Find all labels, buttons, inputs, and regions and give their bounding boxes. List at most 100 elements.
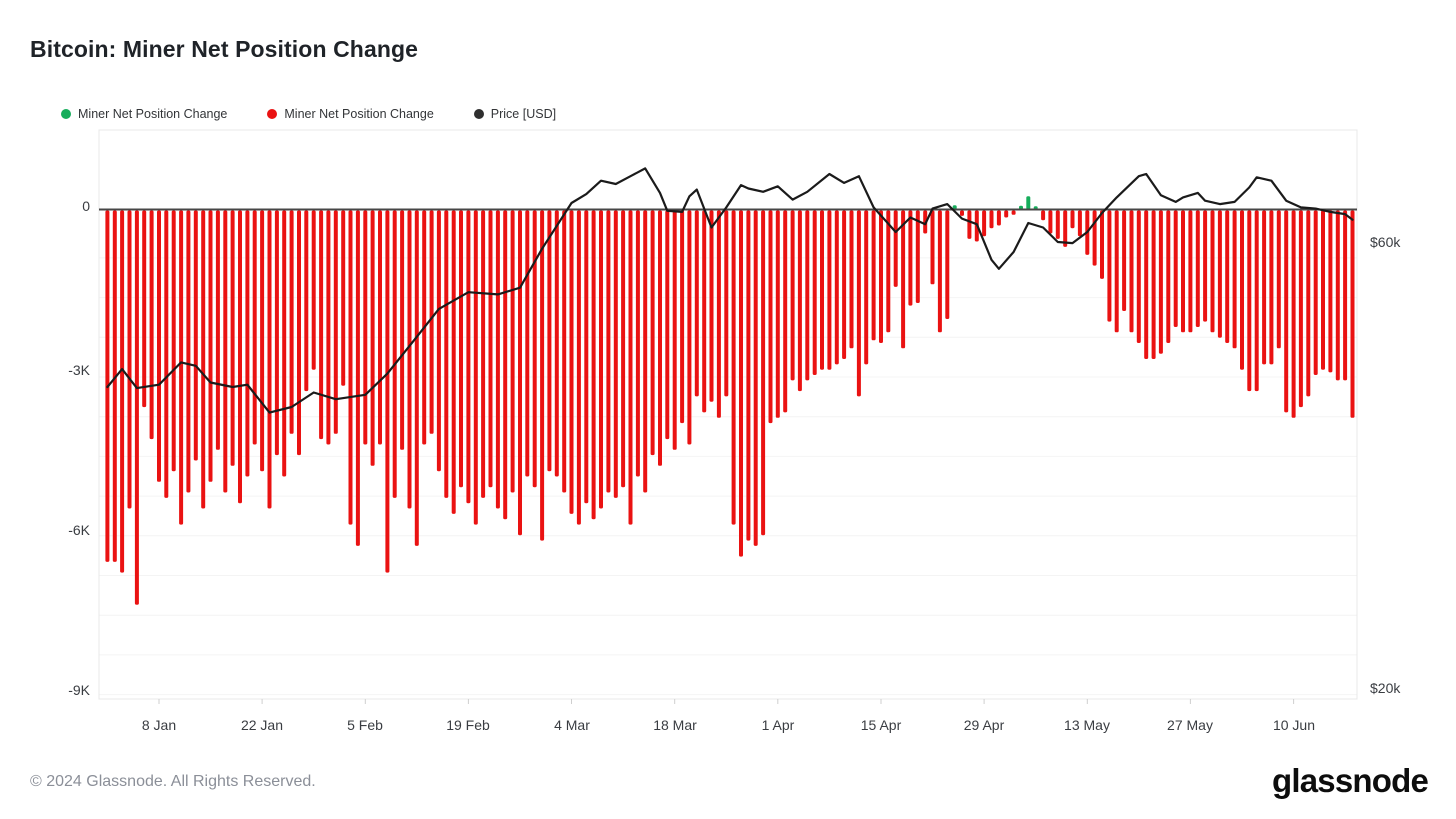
miner-net-position-bar <box>282 210 287 477</box>
miner-net-position-bar <box>525 210 530 477</box>
chart-canvas[interactable]: 0 -3K -6K -9K $60k $20k 8 Jan 22 Jan 5 Feb 19 Feb… <box>0 0 1456 760</box>
miner-net-position-bar <box>488 210 493 488</box>
miner-net-position-bar <box>1247 210 1252 392</box>
x-axis-tick-label: 10 Jun <box>1272 717 1316 733</box>
miner-net-position-bar <box>694 210 699 397</box>
miner-net-position-bar <box>540 210 545 541</box>
miner-net-position-bar <box>510 210 515 493</box>
legend-label: Price [USD] <box>490 107 557 121</box>
legend-item-miner-net-position-red[interactable]: Miner Net Position Change <box>267 107 434 121</box>
miner-net-position-bar <box>650 210 655 456</box>
miner-net-position-bar <box>989 210 994 229</box>
miner-net-position-bar <box>621 210 626 488</box>
miner-net-position-bar <box>1284 210 1289 413</box>
legend-item-miner-net-position-green[interactable]: Miner Net Position Change <box>61 107 227 121</box>
miner-net-position-bar <box>319 210 324 440</box>
miner-net-position-bar <box>436 210 441 472</box>
miner-net-position-bar <box>1321 210 1325 370</box>
miner-net-position-bar <box>378 210 382 445</box>
miner-net-position-bar <box>871 210 876 341</box>
miner-net-position-bar <box>901 210 906 349</box>
miner-net-position-chart[interactable] <box>0 0 1456 760</box>
miner-net-position-bar <box>1335 210 1340 381</box>
legend-item-price-usd[interactable]: Price [USD] <box>473 107 557 121</box>
miner-net-position-bar <box>1313 210 1318 375</box>
y-axis-right-tick-label: $60k <box>1370 234 1401 250</box>
red-series-dot-icon <box>267 109 278 119</box>
miner-net-position-bar <box>1136 210 1141 343</box>
miner-net-position-bar <box>466 210 471 504</box>
page-title: Bitcoin: Miner Net Position Change <box>30 36 419 62</box>
glassnode-logo: glassnode <box>1271 762 1429 799</box>
miner-net-position-bar <box>967 210 972 239</box>
miner-net-position-bar <box>459 210 463 488</box>
miner-net-position-bar <box>245 210 250 477</box>
miner-net-position-bar <box>856 210 861 397</box>
miner-net-position-bar <box>495 210 500 509</box>
miner-net-position-bar <box>1070 210 1075 229</box>
miner-net-position-bar <box>1041 210 1046 221</box>
miner-net-position-bar <box>392 210 397 498</box>
miner-net-position-bar <box>658 210 662 466</box>
miner-net-position-bar <box>562 210 567 493</box>
miner-net-position-bar <box>1195 210 1200 327</box>
miner-net-position-bar <box>1114 210 1119 333</box>
miner-net-position-bar <box>613 210 618 498</box>
miner-net-position-bar <box>363 210 368 445</box>
miner-net-position-bar <box>665 210 670 440</box>
miner-net-position-bar <box>915 210 920 303</box>
miner-net-position-bar <box>201 210 206 509</box>
x-axis-tick-label: 18 Mar <box>653 717 697 733</box>
miner-net-position-bar <box>260 210 265 472</box>
miner-net-position-bar <box>547 210 552 472</box>
miner-net-position-bar <box>753 210 758 546</box>
miner-net-position-bar <box>827 210 832 370</box>
miner-net-position-bar <box>554 210 559 477</box>
miner-net-position-bar <box>208 210 213 482</box>
x-axis-tick-label: 5 Feb <box>347 717 383 733</box>
miner-net-position-bar <box>945 210 950 319</box>
y-axis-left-tick-label: -9K <box>68 682 90 699</box>
miner-net-position-bar <box>1048 210 1053 234</box>
miner-net-position-bar <box>230 210 235 466</box>
x-axis-tick-label: 27 May <box>1167 717 1213 733</box>
miner-net-position-bar <box>1343 210 1348 381</box>
miner-net-position-bar <box>1254 210 1259 392</box>
miner-net-position-bar <box>1188 210 1193 333</box>
miner-net-position-bar <box>775 210 780 418</box>
miner-net-position-bar <box>274 210 279 456</box>
miner-net-position-bar <box>333 210 338 434</box>
x-axis-tick-label: 8 Jan <box>141 717 177 733</box>
legend-label: Miner Net Position Change <box>78 107 228 121</box>
miner-net-position-bar <box>982 210 987 237</box>
miner-net-position-bar <box>120 210 125 573</box>
x-axis-tick-label: 1 Apr <box>761 717 795 733</box>
miner-net-position-bar <box>326 210 331 445</box>
miner-net-position-bar <box>444 210 449 498</box>
miner-net-position-bar <box>606 210 611 493</box>
miner-net-position-bar <box>591 210 596 520</box>
x-axis-tick-label: 22 Jan <box>240 717 284 733</box>
miner-net-position-bar <box>1276 210 1281 349</box>
miner-net-position-bar <box>599 210 603 509</box>
miner-net-position-bar <box>1166 210 1171 343</box>
miner-net-position-bar <box>1203 210 1208 322</box>
miner-net-position-bar <box>879 210 883 343</box>
miner-net-position-bar <box>886 210 891 333</box>
miner-net-position-bar <box>238 210 242 504</box>
miner-net-position-bar <box>1240 210 1244 370</box>
miner-net-position-bar <box>532 210 537 488</box>
miner-net-position-bar <box>1232 210 1237 349</box>
miner-net-position-bar <box>193 210 198 461</box>
x-axis-tick-label: 29 Apr <box>963 717 1005 733</box>
miner-net-position-bar <box>1291 210 1296 418</box>
miner-net-position-bar <box>761 210 766 536</box>
miner-net-position-bar <box>348 210 353 525</box>
miner-net-position-bar <box>503 210 508 520</box>
miner-net-position-bar <box>481 210 486 498</box>
miner-net-position-bar <box>952 205 957 210</box>
miner-net-position-bar <box>112 210 117 562</box>
miner-net-position-bar <box>142 210 147 408</box>
miner-net-position-bar <box>400 210 405 450</box>
miner-net-position-bar <box>429 210 434 434</box>
